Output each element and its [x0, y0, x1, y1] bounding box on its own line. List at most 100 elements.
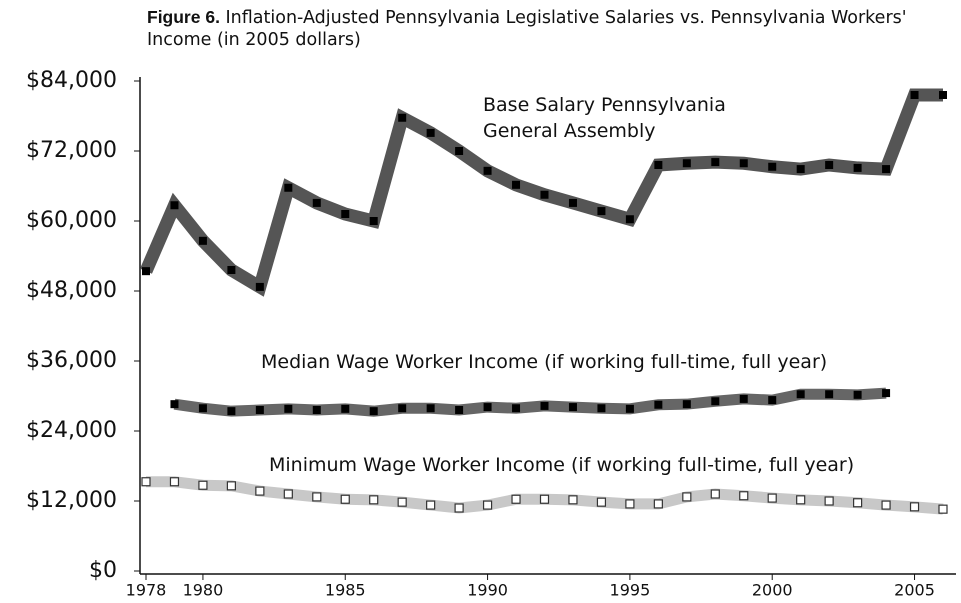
data-point: [711, 158, 720, 167]
data-point: [227, 407, 236, 416]
data-point: [142, 267, 150, 276]
x-tick-label: 1980: [183, 581, 224, 600]
data-point: [198, 404, 207, 413]
data-point: [625, 499, 635, 509]
data-point: [767, 493, 777, 503]
series-label: Minimum Wage Worker Income (if working f…: [269, 454, 855, 476]
data-point: [939, 91, 947, 99]
data-point: [454, 503, 464, 513]
x-tick-label: 1978: [126, 581, 167, 600]
x-tick-label: 1985: [325, 581, 366, 600]
x-tick-label: 2005: [894, 581, 935, 600]
x-tick-label: 2000: [752, 581, 793, 600]
y-tick-label: $24,000: [26, 418, 117, 443]
data-point: [910, 91, 919, 99]
data-point: [455, 147, 464, 155]
data-point: [654, 161, 663, 169]
data-point: [539, 494, 550, 504]
data-point: [369, 495, 379, 505]
data-point: [768, 162, 777, 171]
data-point: [739, 491, 749, 501]
data-point: [597, 404, 606, 413]
y-tick-label: $0: [89, 558, 117, 583]
data-point: [255, 486, 265, 496]
data-point: [682, 492, 692, 502]
series-label: Base Salary Pennsylvania General Assembl…: [483, 94, 726, 142]
data-point: [882, 165, 891, 174]
data-point: [369, 217, 378, 225]
data-point: [568, 198, 577, 207]
y-tick-label: $48,000: [26, 278, 117, 303]
figure-label: Figure 6.: [147, 7, 220, 27]
data-point: [739, 394, 748, 403]
x-tick-label: 1990: [467, 581, 508, 600]
data-point: [853, 390, 862, 399]
data-point: [312, 198, 321, 207]
data-point: [226, 481, 236, 491]
data-point: [625, 404, 634, 413]
data-point: [398, 113, 407, 122]
data-point: [825, 161, 834, 169]
data-point: [796, 495, 806, 505]
data-point: [483, 166, 492, 175]
data-point: [596, 497, 607, 507]
data-point: [511, 494, 521, 504]
data-point: [768, 396, 777, 405]
data-point: [170, 400, 179, 409]
y-tick-label: $12,000: [26, 488, 117, 513]
data-point: [255, 282, 264, 291]
data-point: [340, 494, 350, 504]
data-point: [654, 400, 663, 409]
data-point: [853, 498, 863, 508]
data-point: [255, 406, 264, 414]
data-point: [341, 210, 350, 218]
data-point: [169, 477, 180, 487]
data-point: [426, 404, 435, 413]
data-point: [882, 389, 891, 398]
data-point: [682, 159, 691, 168]
data-point: [341, 404, 350, 413]
data-point: [312, 406, 321, 414]
data-point: [283, 489, 293, 499]
data-point: [483, 403, 492, 412]
data-point: [739, 159, 748, 168]
y-tick-label: $36,000: [26, 348, 117, 373]
data-point: [909, 502, 920, 512]
data-point: [540, 190, 549, 199]
data-point: [198, 480, 208, 490]
data-point: [825, 390, 834, 399]
data-point: [512, 404, 521, 413]
data-point: [198, 236, 207, 245]
chart-title: Figure 6. Inflation-Adjusted Pennsylvani…: [147, 6, 957, 51]
data-point: [227, 266, 236, 274]
data-point: [482, 500, 493, 510]
y-tick-label: $72,000: [26, 138, 117, 163]
data-point: [426, 128, 435, 137]
data-point: [682, 400, 691, 409]
title-text: Inflation-Adjusted Pennsylvania Legislat…: [147, 8, 907, 50]
data-point: [710, 489, 720, 499]
data-point: [938, 504, 948, 514]
data-point: [625, 215, 634, 224]
data-point: [141, 477, 151, 487]
y-tick-label: $60,000: [26, 208, 117, 233]
data-point: [398, 404, 407, 413]
data-point: [796, 390, 805, 399]
data-point: [284, 183, 293, 192]
data-point: [597, 207, 606, 216]
data-point: [170, 201, 179, 210]
data-point: [881, 500, 891, 510]
data-point: [653, 499, 663, 509]
data-point: [824, 496, 834, 506]
y-tick-label: $84,000: [26, 68, 117, 93]
data-point: [796, 165, 805, 174]
data-point: [540, 401, 549, 410]
data-point: [455, 406, 464, 414]
series-line: [173, 387, 887, 417]
data-point: [369, 407, 378, 416]
data-point: [853, 163, 862, 172]
data-point: [284, 404, 293, 413]
series-label: Median Wage Worker Income (if working fu…: [261, 351, 828, 373]
